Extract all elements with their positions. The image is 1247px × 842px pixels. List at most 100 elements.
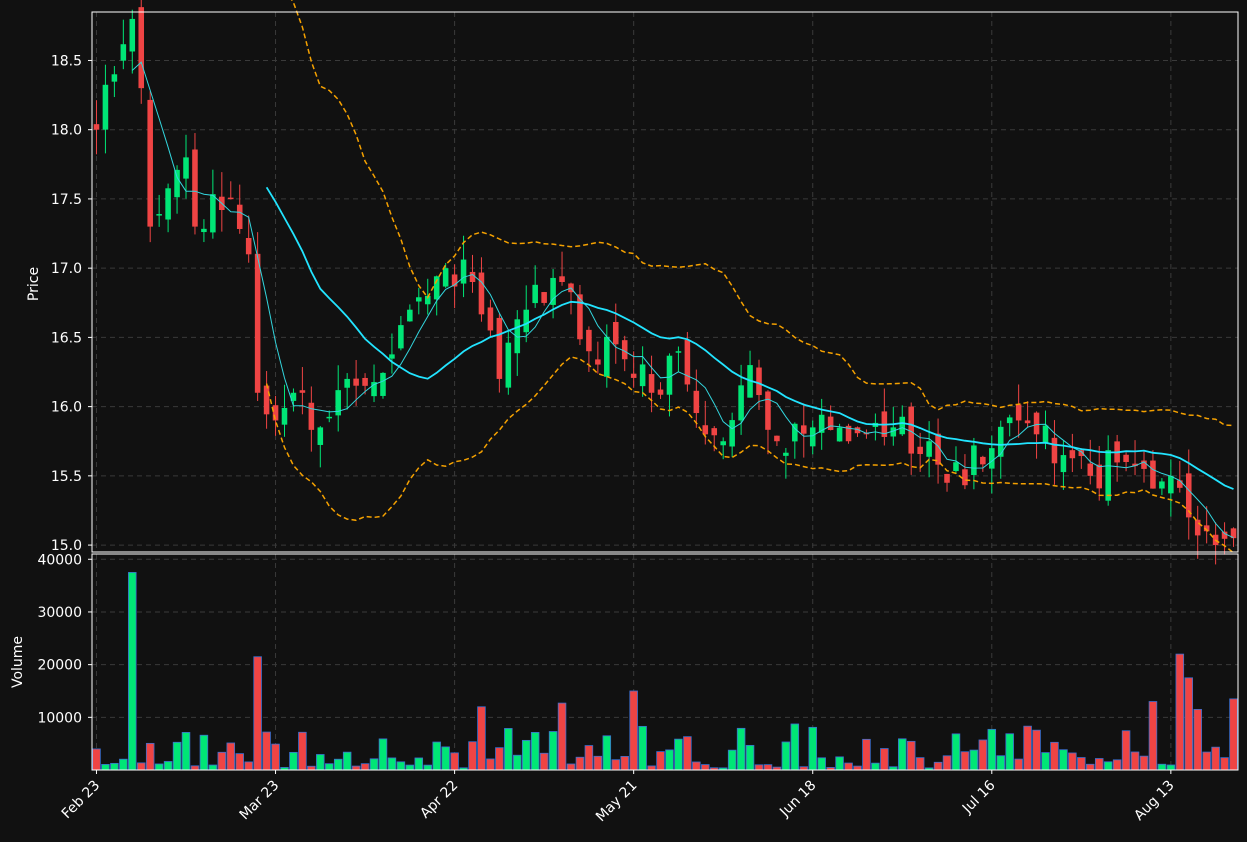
volume-bar	[441, 746, 450, 771]
candle-body	[684, 339, 691, 385]
volume-bar	[1077, 757, 1086, 771]
candle-body	[612, 321, 619, 345]
candle-body	[1069, 450, 1076, 459]
volume-bar	[298, 731, 307, 771]
candle-body	[971, 445, 977, 476]
candle-body	[926, 441, 932, 457]
volume-bar	[1175, 653, 1185, 771]
volume-bar	[513, 754, 522, 771]
candle-body	[272, 405, 279, 421]
volume-bar	[253, 656, 262, 771]
volume-bar	[1193, 709, 1202, 771]
volume-bar	[495, 747, 504, 771]
volume-bar	[316, 754, 325, 771]
volume-bar	[1050, 741, 1059, 771]
volume-bar	[683, 736, 692, 771]
candle-body	[1194, 519, 1201, 536]
candle-body	[917, 446, 923, 455]
volume-bar	[1103, 761, 1113, 771]
volume-bar	[960, 751, 970, 771]
candle-body	[630, 373, 637, 378]
volume-tick-label: 20000	[37, 658, 82, 674]
candle-body	[541, 292, 547, 303]
candle-body	[210, 194, 216, 233]
price-tick-label: 16.0	[51, 400, 82, 416]
candle-body	[380, 372, 386, 396]
volume-bar	[477, 706, 486, 771]
volume-bar	[763, 764, 773, 771]
candle-body	[997, 426, 1004, 457]
volume-bar	[128, 572, 137, 771]
price-tick-label: 16.5	[51, 330, 82, 346]
candle-body	[1150, 460, 1156, 489]
candle-body	[1221, 531, 1228, 539]
candle-body	[1051, 437, 1058, 464]
candle-body	[720, 441, 726, 446]
volume-bar	[235, 753, 244, 771]
candle-body	[1024, 420, 1031, 424]
volume-bar	[181, 732, 191, 771]
candle-body	[1159, 481, 1165, 489]
volume-bar	[1229, 698, 1238, 771]
volume-bar	[933, 761, 943, 771]
candle-body	[201, 228, 207, 233]
candle-body	[424, 295, 431, 305]
candle-body	[989, 448, 995, 469]
candle-body	[854, 427, 861, 434]
candle-body	[120, 44, 127, 61]
volume-bar	[1059, 749, 1068, 771]
volume-bar	[727, 749, 737, 771]
volume-bar	[307, 765, 316, 771]
volume-bar	[808, 726, 817, 771]
candle-body	[729, 420, 735, 447]
volume-bar	[405, 764, 415, 771]
volume-bar	[915, 757, 925, 771]
candle-body	[174, 169, 180, 198]
candle-body	[138, 7, 145, 89]
volume-bar	[1023, 725, 1032, 771]
candle-body	[1123, 454, 1129, 462]
volume-bar	[378, 738, 388, 771]
candle-body	[290, 392, 297, 401]
candle-body	[666, 355, 673, 395]
candle-body	[1015, 404, 1022, 421]
volume-bar	[423, 764, 432, 771]
volume-bar	[602, 735, 612, 771]
volume-bar	[745, 744, 755, 771]
price-tick-label: 18.0	[51, 123, 82, 139]
volume-bar	[486, 758, 495, 771]
volume-bar	[289, 751, 298, 771]
volume-bar	[190, 765, 200, 771]
price-tick-label: 17.0	[51, 261, 82, 277]
volume-bar	[226, 742, 236, 771]
candle-body	[281, 407, 288, 425]
candle-body	[1042, 425, 1049, 444]
volume-bar	[817, 757, 826, 771]
volume-tick-label: 30000	[37, 605, 82, 621]
volume-bar	[244, 761, 253, 771]
indicator-lines	[131, 0, 1234, 554]
candle-body	[962, 469, 968, 486]
volume-bar	[781, 741, 791, 771]
volume-bar	[119, 758, 128, 771]
price-tick-label: 15.0	[51, 538, 82, 554]
volume-bar	[942, 755, 952, 771]
candle-body	[1177, 480, 1183, 488]
candle-body	[586, 329, 592, 352]
volume-bar	[172, 741, 182, 771]
candle-body	[165, 188, 171, 220]
candle-body	[93, 124, 100, 130]
ma-5-line	[131, 61, 1234, 539]
price-tick-label: 17.5	[51, 192, 82, 208]
volume-bar	[584, 745, 594, 771]
candle-body	[398, 325, 404, 349]
candle-body	[827, 416, 834, 430]
candle-body	[335, 390, 341, 416]
volume-bar	[163, 761, 173, 771]
candle-body	[702, 425, 709, 435]
volume-bar	[1014, 758, 1023, 771]
candle-body	[1060, 455, 1067, 473]
candle-body	[129, 18, 136, 52]
volume-bar	[906, 740, 916, 771]
